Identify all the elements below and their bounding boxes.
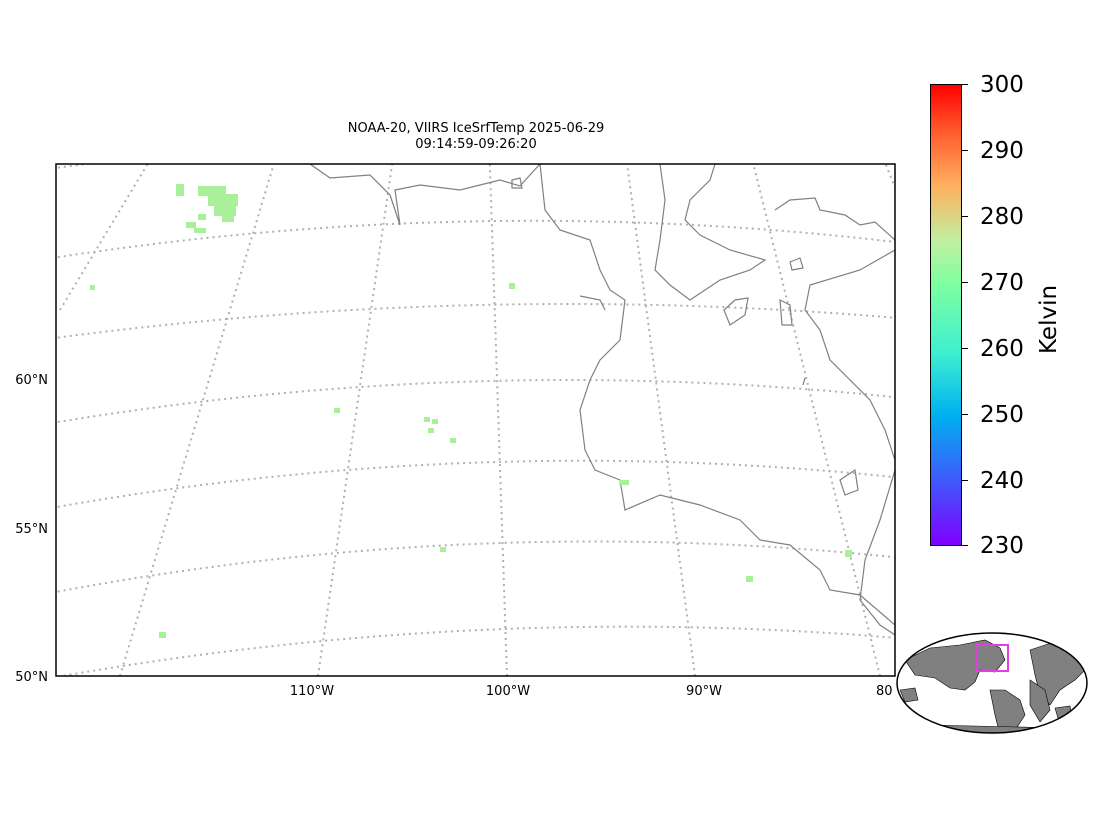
- data-point: [428, 428, 434, 433]
- data-point: [176, 184, 184, 196]
- lat-label-55: 55°N: [15, 522, 48, 537]
- data-point: [440, 547, 446, 552]
- data-point: [90, 285, 95, 290]
- map-frame: [55, 163, 896, 677]
- data-point: [619, 480, 629, 485]
- colorbar-label-260: 260: [980, 336, 1024, 362]
- data-point: [450, 438, 456, 443]
- map-area: [56, 164, 895, 676]
- colorbar: [930, 84, 962, 546]
- data-point: [424, 417, 430, 422]
- data-point: [159, 632, 166, 638]
- colorbar-tick: [962, 414, 968, 415]
- data-point: [432, 419, 438, 424]
- colorbar-label-290: 290: [980, 138, 1024, 164]
- colorbar-tick: [962, 84, 968, 85]
- data-point: [186, 222, 196, 228]
- inset-region-marker: [975, 644, 1009, 672]
- colorbar-label-280: 280: [980, 204, 1024, 230]
- lat-label-60: 60°N: [15, 373, 48, 388]
- data-point: [222, 214, 234, 222]
- latitude-gridlines: [56, 164, 895, 676]
- colorbar-label-270: 270: [980, 270, 1024, 296]
- colorbar-tick: [962, 282, 968, 283]
- data-point: [845, 550, 852, 557]
- coastlines: [309, 164, 895, 636]
- colorbar-label-230: 230: [980, 533, 1024, 559]
- lat-label-50: 50°N: [15, 670, 48, 685]
- data-point: [334, 408, 340, 413]
- title-line-2: 09:14:59-09:26:20: [415, 137, 537, 152]
- data-point: [509, 283, 515, 289]
- title-line-1: NOAA-20, VIIRS IceSrfTemp 2025-06-29: [347, 121, 605, 136]
- lon-label-80w: 80: [876, 684, 893, 699]
- longitude-gridlines: [59, 164, 895, 676]
- lon-label-90w: 90°W: [686, 684, 722, 699]
- data-points: [90, 184, 852, 638]
- inset-globe: [896, 632, 1088, 734]
- colorbar-tick: [962, 150, 968, 151]
- colorbar-tick: [962, 216, 968, 217]
- data-point: [194, 228, 206, 233]
- data-point: [214, 204, 236, 216]
- colorbar-tick: [962, 480, 968, 481]
- colorbar-label-250: 250: [980, 402, 1024, 428]
- colorbar-label-300: 300: [980, 72, 1024, 98]
- colorbar-title: Kelvin: [1036, 284, 1062, 354]
- data-point: [746, 576, 753, 582]
- colorbar-tick: [962, 348, 968, 349]
- data-point: [198, 186, 226, 196]
- colorbar-tick: [962, 545, 968, 546]
- data-point: [208, 194, 238, 206]
- lon-label-110w: 110°W: [289, 684, 335, 699]
- data-point: [198, 214, 206, 220]
- colorbar-label-240: 240: [980, 468, 1024, 494]
- lon-label-100w: 100°W: [485, 684, 531, 699]
- map-title: NOAA-20, VIIRS IceSrfTemp 2025-06-29 09:…: [276, 121, 676, 153]
